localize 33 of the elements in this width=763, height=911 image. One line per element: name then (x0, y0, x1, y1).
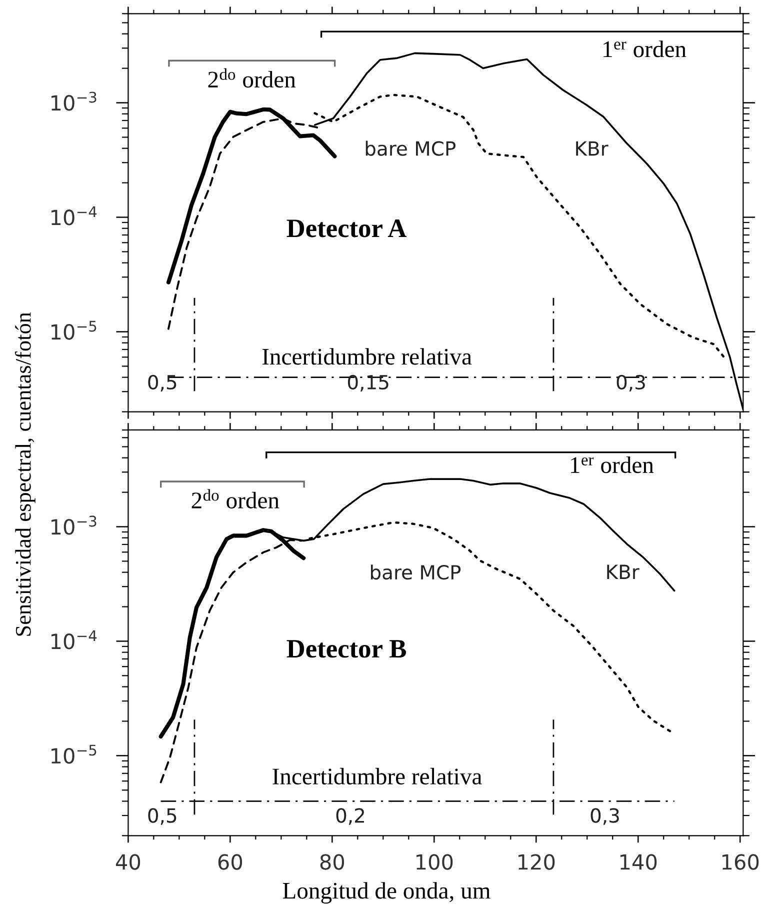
text: Detector A (286, 220, 407, 238)
annotation: Incertidumbre relativa (262, 348, 472, 365)
annotation: 0,15 (348, 374, 388, 392)
y-tick-label: 10$^{−5}$ (52, 320, 96, 340)
x-tick-label: 160 (722, 854, 759, 870)
y-tick-label: 10$^{−5}$ (52, 744, 96, 764)
x-tick-label: 40 (116, 854, 140, 870)
x-tick-label: 60 (218, 854, 242, 870)
y-tick-label: 10$^{−3}$ (52, 516, 96, 535)
annotation: bare MCP (366, 140, 456, 156)
x-tick-label: 120 (518, 854, 555, 870)
x-tick-label: 100 (416, 854, 453, 870)
annotation: 0,2 (336, 808, 364, 825)
x-axis-title: Longitud de onda, um (282, 882, 490, 904)
y-axis-title: Sensitividad espectral, cuentas/fotón (14, 312, 36, 636)
annotation: 0,3 (590, 808, 619, 825)
annotation: KBr (607, 564, 640, 579)
annotation: 0,5 (148, 374, 176, 392)
text: Detector B (286, 640, 406, 658)
annotation: 0,3 (616, 374, 645, 392)
annotation: 2$^{do}$ orden (208, 68, 296, 88)
y-tick-label: 10$^{−4}$ (52, 630, 97, 650)
y-tick-label: 10$^{−3}$ (52, 92, 96, 111)
annotation: KBr (576, 141, 608, 156)
annotation: bare MCP (371, 564, 461, 580)
y-tick-label: 10$^{−4}$ (52, 206, 97, 226)
annotation: Incertidumbre relativa (272, 768, 482, 785)
annotation: 1$^{er}$ orden (604, 40, 686, 58)
annotation: 2$^{do}$ orden (192, 489, 280, 508)
x-tick-label: 80 (320, 854, 344, 870)
annotation: 0,5 (148, 808, 176, 825)
x-tick-label: 140 (620, 854, 657, 870)
annotation: 1$^{er}$ orden (571, 456, 654, 474)
